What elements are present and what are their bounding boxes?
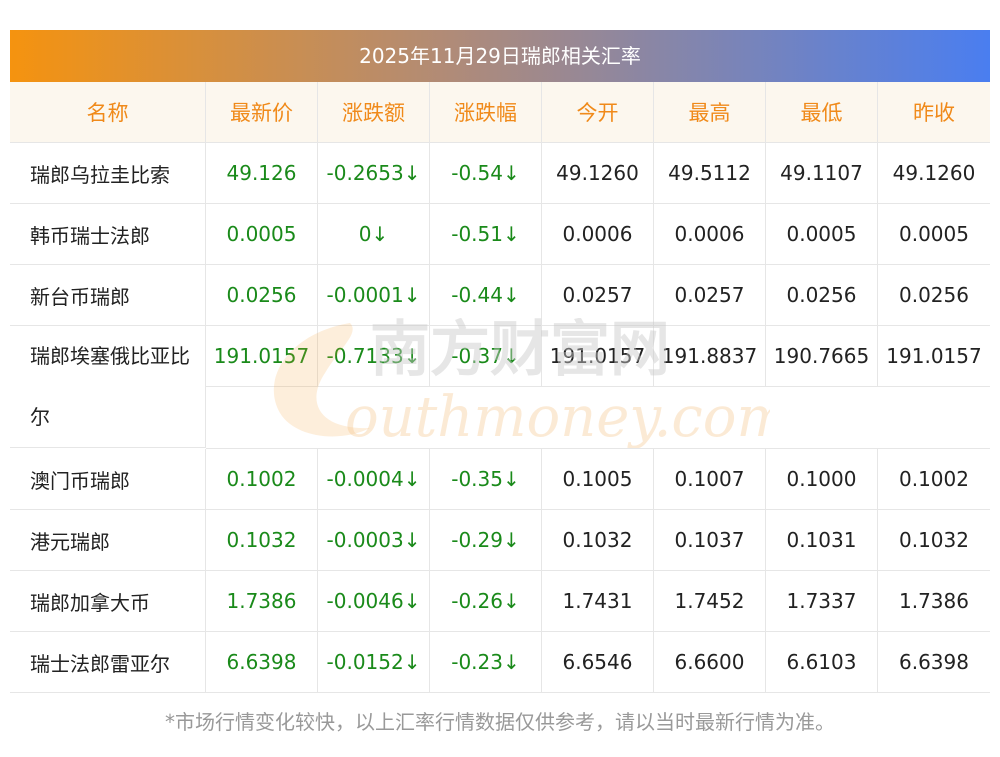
- latest-price: 49.126: [206, 143, 318, 204]
- row-name[interactable]: 瑞郎乌拉圭比索: [10, 143, 206, 204]
- prev-close: 49.1260: [878, 143, 990, 204]
- prev-close: 1.7386: [878, 571, 990, 632]
- change-amount: -0.2653↓: [318, 143, 430, 204]
- row-name[interactable]: 瑞郎埃塞俄比亚比尔: [10, 326, 206, 448]
- change-amount: -0.0152↓: [318, 632, 430, 693]
- change-percent: -0.26↓: [430, 571, 542, 632]
- latest-price: 0.1032: [206, 510, 318, 571]
- high-price: 0.0006: [654, 204, 766, 265]
- latest-price: 0.0256: [206, 265, 318, 326]
- row-name[interactable]: 瑞郎加拿大币: [10, 571, 206, 632]
- disclaimer: *市场行情变化较快，以上汇率行情数据仅供参考，请以当时最新行情为准。: [165, 710, 835, 734]
- low-price: 0.0256: [766, 265, 878, 326]
- prev-close: 0.1002: [878, 449, 990, 510]
- page-title: 2025年11月29日瑞郎相关汇率: [10, 30, 990, 82]
- open-price: 191.0157: [542, 326, 654, 387]
- open-price: 0.1032: [542, 510, 654, 571]
- low-price: 6.6103: [766, 632, 878, 693]
- prev-close: 6.6398: [878, 632, 990, 693]
- prev-close: 0.1032: [878, 510, 990, 571]
- rates-table: 名称 最新价 涨跌额 涨跌幅 今开 最高 最低 昨收 瑞郎乌拉圭比索 49.12…: [10, 82, 990, 693]
- change-amount: -0.7133↓: [318, 326, 430, 387]
- high-price: 0.1037: [654, 510, 766, 571]
- change-percent: -0.37↓: [430, 326, 542, 387]
- high-price: 191.8837: [654, 326, 766, 387]
- header-high: 最高: [654, 82, 766, 143]
- header-prev-close: 昨收: [878, 82, 990, 143]
- high-price: 6.6600: [654, 632, 766, 693]
- header-change-pct: 涨跌幅: [430, 82, 542, 143]
- header-name: 名称: [10, 82, 206, 143]
- high-price: 1.7452: [654, 571, 766, 632]
- change-percent: -0.35↓: [430, 449, 542, 510]
- low-price: 0.1031: [766, 510, 878, 571]
- open-price: 6.6546: [542, 632, 654, 693]
- header-latest: 最新价: [206, 82, 318, 143]
- latest-price: 6.6398: [206, 632, 318, 693]
- prev-close: 191.0157: [878, 326, 990, 387]
- high-price: 0.1007: [654, 449, 766, 510]
- header-low: 最低: [766, 82, 878, 143]
- low-price: 0.1000: [766, 449, 878, 510]
- row-name[interactable]: 澳门币瑞郎: [10, 449, 206, 510]
- change-amount: -0.0003↓: [318, 510, 430, 571]
- row-name[interactable]: 韩币瑞士法郎: [10, 204, 206, 265]
- change-amount: 0↓: [318, 204, 430, 265]
- row-name[interactable]: 新台币瑞郎: [10, 265, 206, 326]
- low-price: 49.1107: [766, 143, 878, 204]
- open-price: 1.7431: [542, 571, 654, 632]
- row-name[interactable]: 瑞士法郎雷亚尔: [10, 632, 206, 693]
- header-change: 涨跌额: [318, 82, 430, 143]
- open-price: 0.1005: [542, 449, 654, 510]
- low-price: 0.0005: [766, 204, 878, 265]
- change-percent: -0.54↓: [430, 143, 542, 204]
- change-amount: -0.0001↓: [318, 265, 430, 326]
- high-price: 49.5112: [654, 143, 766, 204]
- change-percent: -0.29↓: [430, 510, 542, 571]
- change-percent: -0.23↓: [430, 632, 542, 693]
- latest-price: 1.7386: [206, 571, 318, 632]
- latest-price: 0.0005: [206, 204, 318, 265]
- change-amount: -0.0046↓: [318, 571, 430, 632]
- open-price: 49.1260: [542, 143, 654, 204]
- prev-close: 0.0256: [878, 265, 990, 326]
- change-percent: -0.51↓: [430, 204, 542, 265]
- prev-close: 0.0005: [878, 204, 990, 265]
- high-price: 0.0257: [654, 265, 766, 326]
- change-amount: -0.0004↓: [318, 449, 430, 510]
- latest-price: 191.0157: [206, 326, 318, 387]
- header-open: 今开: [542, 82, 654, 143]
- change-percent: -0.44↓: [430, 265, 542, 326]
- row-name[interactable]: 港元瑞郎: [10, 510, 206, 571]
- latest-price: 0.1002: [206, 449, 318, 510]
- low-price: 1.7337: [766, 571, 878, 632]
- low-price: 190.7665: [766, 326, 878, 387]
- row-spacer: [206, 387, 990, 449]
- open-price: 0.0257: [542, 265, 654, 326]
- open-price: 0.0006: [542, 204, 654, 265]
